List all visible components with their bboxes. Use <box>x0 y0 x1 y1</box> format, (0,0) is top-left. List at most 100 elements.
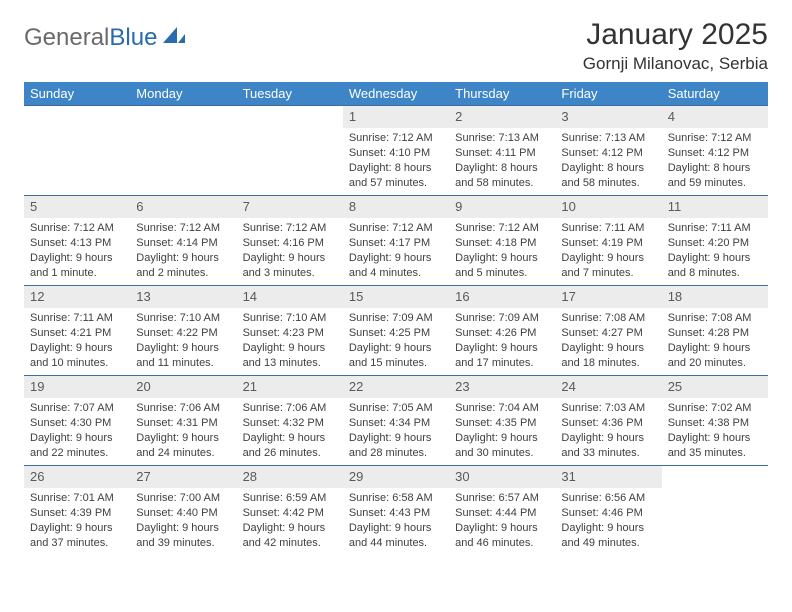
sunset-line: Sunset: 4:20 PM <box>668 236 762 251</box>
day-details: Sunrise: 7:09 AMSunset: 4:26 PMDaylight:… <box>449 308 555 374</box>
daylight-line: Daylight: 9 hours and 28 minutes. <box>349 431 443 461</box>
day-details: Sunrise: 7:04 AMSunset: 4:35 PMDaylight:… <box>449 398 555 464</box>
daylight-line: Daylight: 9 hours and 46 minutes. <box>455 521 549 551</box>
day-number: 20 <box>130 376 236 398</box>
daylight-line: Daylight: 8 hours and 57 minutes. <box>349 161 443 191</box>
day-number <box>662 466 768 488</box>
sunrise-line: Sunrise: 7:12 AM <box>349 221 443 236</box>
sunset-line: Sunset: 4:16 PM <box>243 236 337 251</box>
calendar-cell: 17Sunrise: 7:08 AMSunset: 4:27 PMDayligh… <box>555 286 661 376</box>
day-details: Sunrise: 7:06 AMSunset: 4:32 PMDaylight:… <box>237 398 343 464</box>
sunset-line: Sunset: 4:43 PM <box>349 506 443 521</box>
daylight-line: Daylight: 9 hours and 18 minutes. <box>561 341 655 371</box>
calendar-body: 1Sunrise: 7:12 AMSunset: 4:10 PMDaylight… <box>24 106 768 556</box>
day-details: Sunrise: 7:01 AMSunset: 4:39 PMDaylight:… <box>24 488 130 554</box>
calendar-cell: 3Sunrise: 7:13 AMSunset: 4:12 PMDaylight… <box>555 106 661 196</box>
day-details: Sunrise: 7:12 AMSunset: 4:16 PMDaylight:… <box>237 218 343 284</box>
day-number: 19 <box>24 376 130 398</box>
calendar-cell: 4Sunrise: 7:12 AMSunset: 4:12 PMDaylight… <box>662 106 768 196</box>
day-details: Sunrise: 7:12 AMSunset: 4:12 PMDaylight:… <box>662 128 768 194</box>
calendar-cell: 24Sunrise: 7:03 AMSunset: 4:36 PMDayligh… <box>555 376 661 466</box>
sunrise-line: Sunrise: 7:06 AM <box>243 401 337 416</box>
sunset-line: Sunset: 4:32 PM <box>243 416 337 431</box>
sunrise-line: Sunrise: 7:11 AM <box>30 311 124 326</box>
calendar-cell: 25Sunrise: 7:02 AMSunset: 4:38 PMDayligh… <box>662 376 768 466</box>
sunrise-line: Sunrise: 6:59 AM <box>243 491 337 506</box>
day-number: 3 <box>555 106 661 128</box>
day-details: Sunrise: 7:13 AMSunset: 4:11 PMDaylight:… <box>449 128 555 194</box>
sunrise-line: Sunrise: 7:01 AM <box>30 491 124 506</box>
sunrise-line: Sunrise: 7:04 AM <box>455 401 549 416</box>
day-number: 5 <box>24 196 130 218</box>
daylight-line: Daylight: 8 hours and 59 minutes. <box>668 161 762 191</box>
daylight-line: Daylight: 9 hours and 35 minutes. <box>668 431 762 461</box>
calendar-cell: 9Sunrise: 7:12 AMSunset: 4:18 PMDaylight… <box>449 196 555 286</box>
calendar-cell <box>237 106 343 196</box>
calendar-cell: 2Sunrise: 7:13 AMSunset: 4:11 PMDaylight… <box>449 106 555 196</box>
calendar-cell: 10Sunrise: 7:11 AMSunset: 4:19 PMDayligh… <box>555 196 661 286</box>
sunrise-line: Sunrise: 7:02 AM <box>668 401 762 416</box>
title-block: January 2025 Gornji Milanovac, Serbia <box>583 18 768 74</box>
calendar-cell: 15Sunrise: 7:09 AMSunset: 4:25 PMDayligh… <box>343 286 449 376</box>
day-details: Sunrise: 6:57 AMSunset: 4:44 PMDaylight:… <box>449 488 555 554</box>
sunrise-line: Sunrise: 7:10 AM <box>243 311 337 326</box>
daylight-line: Daylight: 9 hours and 10 minutes. <box>30 341 124 371</box>
day-details: Sunrise: 7:11 AMSunset: 4:19 PMDaylight:… <box>555 218 661 284</box>
calendar-cell: 30Sunrise: 6:57 AMSunset: 4:44 PMDayligh… <box>449 466 555 556</box>
daylight-line: Daylight: 9 hours and 26 minutes. <box>243 431 337 461</box>
day-details: Sunrise: 7:10 AMSunset: 4:23 PMDaylight:… <box>237 308 343 374</box>
day-number <box>24 106 130 128</box>
daylight-line: Daylight: 9 hours and 37 minutes. <box>30 521 124 551</box>
calendar-cell: 27Sunrise: 7:00 AMSunset: 4:40 PMDayligh… <box>130 466 236 556</box>
day-number: 27 <box>130 466 236 488</box>
day-details: Sunrise: 7:11 AMSunset: 4:20 PMDaylight:… <box>662 218 768 284</box>
daylight-line: Daylight: 9 hours and 17 minutes. <box>455 341 549 371</box>
daylight-line: Daylight: 8 hours and 58 minutes. <box>561 161 655 191</box>
calendar-cell: 1Sunrise: 7:12 AMSunset: 4:10 PMDaylight… <box>343 106 449 196</box>
calendar-head: SundayMondayTuesdayWednesdayThursdayFrid… <box>24 82 768 106</box>
daylight-line: Daylight: 9 hours and 11 minutes. <box>136 341 230 371</box>
sunrise-line: Sunrise: 7:10 AM <box>136 311 230 326</box>
sunset-line: Sunset: 4:18 PM <box>455 236 549 251</box>
month-title: January 2025 <box>583 18 768 52</box>
sunrise-line: Sunrise: 6:56 AM <box>561 491 655 506</box>
sunset-line: Sunset: 4:42 PM <box>243 506 337 521</box>
daylight-line: Daylight: 9 hours and 44 minutes. <box>349 521 443 551</box>
day-number: 12 <box>24 286 130 308</box>
calendar-cell: 7Sunrise: 7:12 AMSunset: 4:16 PMDaylight… <box>237 196 343 286</box>
sunset-line: Sunset: 4:10 PM <box>349 146 443 161</box>
calendar-week-row: 1Sunrise: 7:12 AMSunset: 4:10 PMDaylight… <box>24 106 768 196</box>
day-number: 16 <box>449 286 555 308</box>
logo: GeneralBlue <box>24 18 187 52</box>
calendar-week-row: 19Sunrise: 7:07 AMSunset: 4:30 PMDayligh… <box>24 376 768 466</box>
day-details: Sunrise: 6:59 AMSunset: 4:42 PMDaylight:… <box>237 488 343 554</box>
day-number: 2 <box>449 106 555 128</box>
sunrise-line: Sunrise: 7:12 AM <box>349 131 443 146</box>
weekday-header: Thursday <box>449 82 555 106</box>
location: Gornji Milanovac, Serbia <box>583 54 768 74</box>
day-number: 6 <box>130 196 236 218</box>
calendar-cell: 26Sunrise: 7:01 AMSunset: 4:39 PMDayligh… <box>24 466 130 556</box>
day-details: Sunrise: 7:09 AMSunset: 4:25 PMDaylight:… <box>343 308 449 374</box>
day-details: Sunrise: 7:11 AMSunset: 4:21 PMDaylight:… <box>24 308 130 374</box>
day-details: Sunrise: 7:12 AMSunset: 4:14 PMDaylight:… <box>130 218 236 284</box>
day-number: 13 <box>130 286 236 308</box>
daylight-line: Daylight: 9 hours and 15 minutes. <box>349 341 443 371</box>
weekday-header: Monday <box>130 82 236 106</box>
day-details: Sunrise: 7:02 AMSunset: 4:38 PMDaylight:… <box>662 398 768 464</box>
calendar-cell: 18Sunrise: 7:08 AMSunset: 4:28 PMDayligh… <box>662 286 768 376</box>
day-details: Sunrise: 7:08 AMSunset: 4:28 PMDaylight:… <box>662 308 768 374</box>
weekday-header: Tuesday <box>237 82 343 106</box>
day-details: Sunrise: 7:03 AMSunset: 4:36 PMDaylight:… <box>555 398 661 464</box>
day-details: Sunrise: 6:58 AMSunset: 4:43 PMDaylight:… <box>343 488 449 554</box>
daylight-line: Daylight: 9 hours and 39 minutes. <box>136 521 230 551</box>
sunrise-line: Sunrise: 7:03 AM <box>561 401 655 416</box>
sunset-line: Sunset: 4:14 PM <box>136 236 230 251</box>
calendar-cell: 16Sunrise: 7:09 AMSunset: 4:26 PMDayligh… <box>449 286 555 376</box>
day-number: 29 <box>343 466 449 488</box>
sunrise-line: Sunrise: 7:09 AM <box>349 311 443 326</box>
day-number: 14 <box>237 286 343 308</box>
calendar-cell: 5Sunrise: 7:12 AMSunset: 4:13 PMDaylight… <box>24 196 130 286</box>
sunrise-line: Sunrise: 7:12 AM <box>30 221 124 236</box>
day-details: Sunrise: 7:12 AMSunset: 4:18 PMDaylight:… <box>449 218 555 284</box>
